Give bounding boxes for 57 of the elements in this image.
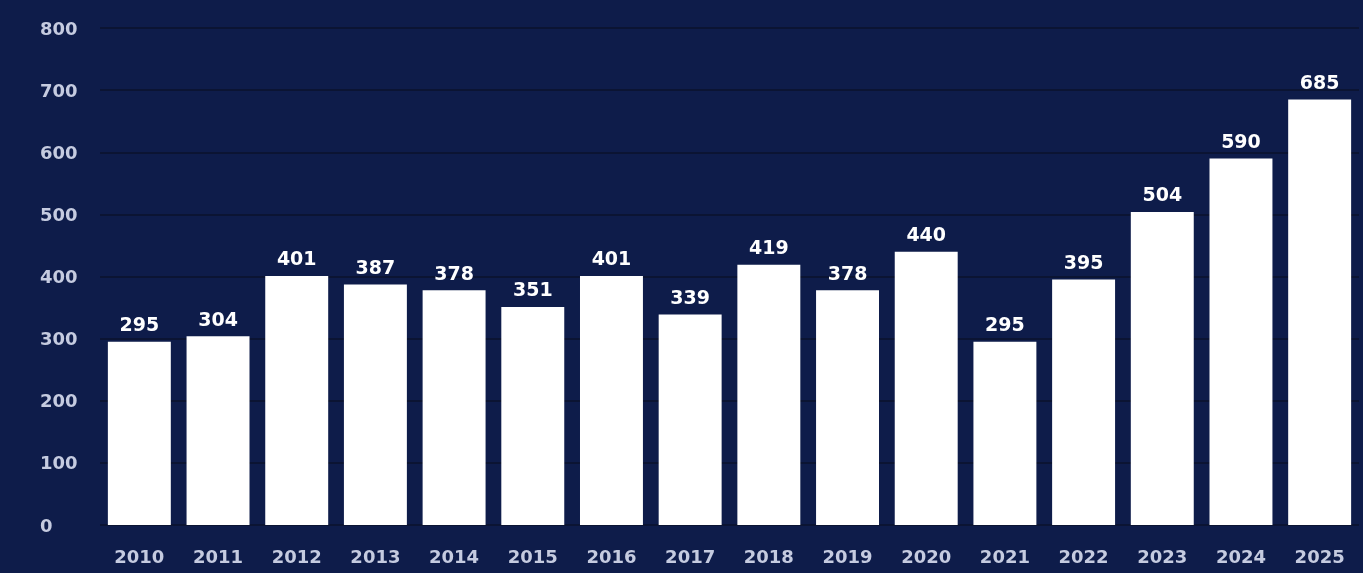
x-tick-label: 2022 bbox=[1058, 545, 1109, 567]
bar bbox=[894, 251, 958, 525]
bar bbox=[186, 336, 250, 525]
data-label: 504 bbox=[1142, 183, 1183, 206]
data-label: 295 bbox=[119, 313, 160, 336]
data-label: 590 bbox=[1221, 129, 1261, 152]
x-tick-label: 2019 bbox=[822, 545, 873, 567]
x-tick-label: 2015 bbox=[507, 545, 558, 567]
bar bbox=[1052, 279, 1116, 525]
data-label: 351 bbox=[512, 278, 553, 301]
y-tick-label: 600 bbox=[40, 141, 78, 163]
data-label: 378 bbox=[434, 261, 474, 284]
bar bbox=[816, 290, 880, 525]
bar bbox=[265, 275, 329, 525]
x-tick-label: 2017 bbox=[665, 545, 716, 567]
data-label: 395 bbox=[1063, 251, 1104, 274]
y-tick-label: 700 bbox=[40, 79, 78, 101]
y-tick-label: 800 bbox=[40, 17, 78, 39]
bar bbox=[343, 284, 407, 525]
x-tick-label: 2011 bbox=[192, 545, 244, 567]
x-tick-label: 2025 bbox=[1294, 545, 1345, 567]
data-label: 387 bbox=[355, 256, 396, 279]
bar bbox=[579, 275, 643, 525]
bar bbox=[658, 314, 722, 525]
y-tick-label: 0 bbox=[40, 514, 53, 536]
x-tick-label: 2010 bbox=[114, 545, 165, 567]
x-tick-label: 2024 bbox=[1215, 545, 1267, 567]
bar bbox=[501, 306, 565, 525]
x-tick-label: 2012 bbox=[271, 545, 322, 567]
data-label: 401 bbox=[276, 247, 317, 270]
x-tick-label: 2013 bbox=[350, 545, 401, 567]
x-tick-label: 2020 bbox=[901, 545, 952, 567]
y-tick-label: 300 bbox=[40, 328, 78, 350]
bar bbox=[737, 264, 801, 525]
y-tick-label: 400 bbox=[40, 266, 78, 287]
bar bbox=[422, 290, 486, 525]
bar bbox=[1130, 211, 1194, 525]
x-tick-label: 2014 bbox=[429, 545, 480, 567]
y-tick-label: 500 bbox=[40, 203, 78, 225]
data-label: 440 bbox=[906, 223, 947, 246]
data-label: 685 bbox=[1299, 70, 1340, 93]
data-label: 304 bbox=[198, 307, 238, 330]
data-label: 419 bbox=[749, 236, 789, 259]
x-tick-label: 2023 bbox=[1137, 545, 1188, 567]
x-tick-label: 2018 bbox=[743, 545, 794, 567]
bar bbox=[1288, 99, 1352, 525]
bar bbox=[1209, 158, 1273, 525]
data-label: 295 bbox=[985, 313, 1025, 336]
data-label: 401 bbox=[591, 247, 632, 270]
bar bbox=[973, 341, 1037, 525]
data-label: 378 bbox=[827, 261, 868, 284]
y-tick-label: 200 bbox=[40, 390, 78, 412]
x-tick-label: 2016 bbox=[586, 545, 637, 567]
data-label: 339 bbox=[670, 285, 710, 308]
x-tick-label: 2021 bbox=[979, 545, 1030, 567]
y-tick-label: 100 bbox=[40, 452, 78, 474]
bar bbox=[107, 341, 171, 525]
